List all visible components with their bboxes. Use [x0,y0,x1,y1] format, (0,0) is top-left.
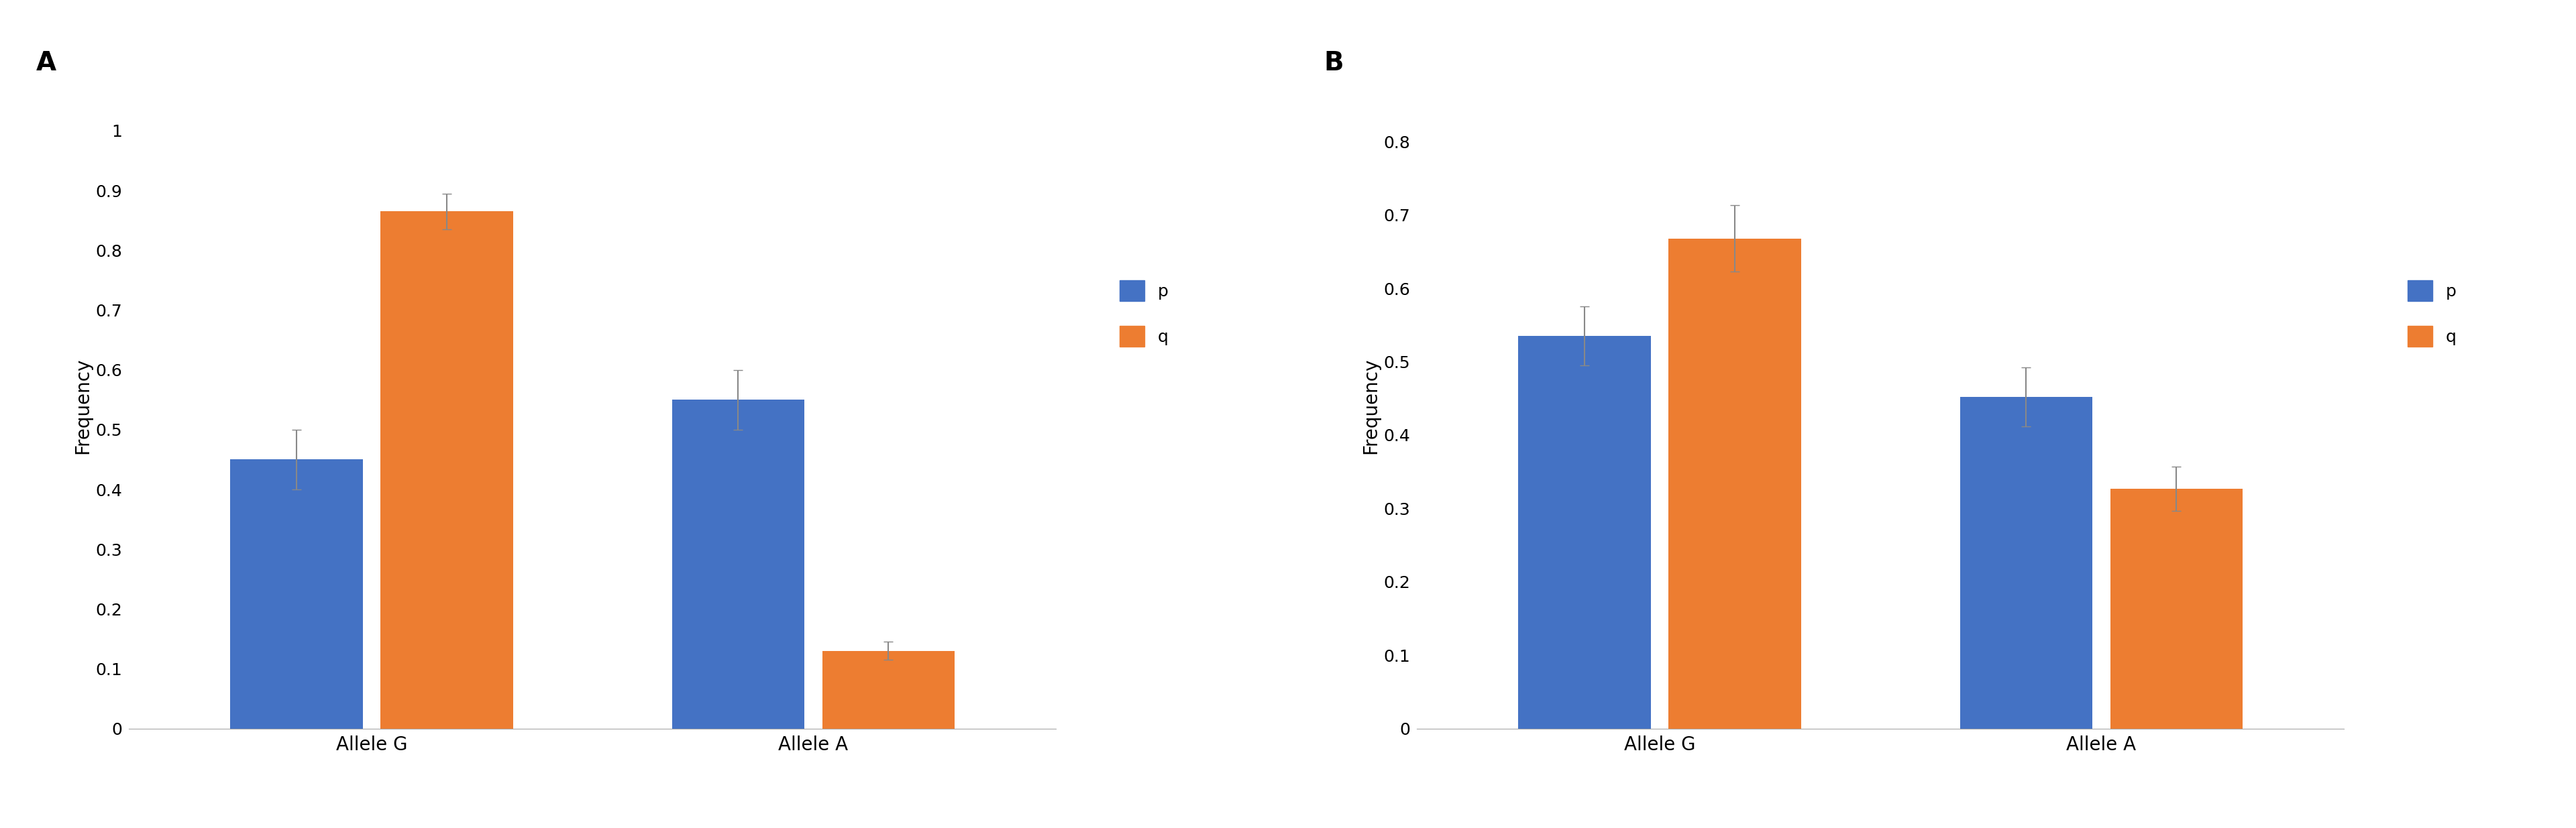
Text: A: A [36,51,57,76]
Bar [822,651,956,729]
Legend: p, q: p, q [2398,272,2465,355]
Y-axis label: Frequency: Frequency [1360,358,1381,454]
Bar [1517,336,1651,729]
Bar [672,400,804,729]
Bar [2110,489,2244,729]
Bar [1960,397,2092,729]
Legend: p, q: p, q [1110,272,1177,355]
Bar [1669,238,1801,729]
Bar [229,460,363,729]
Bar [381,211,513,729]
Text: B: B [1324,51,1345,76]
Y-axis label: Frequency: Frequency [72,358,93,454]
